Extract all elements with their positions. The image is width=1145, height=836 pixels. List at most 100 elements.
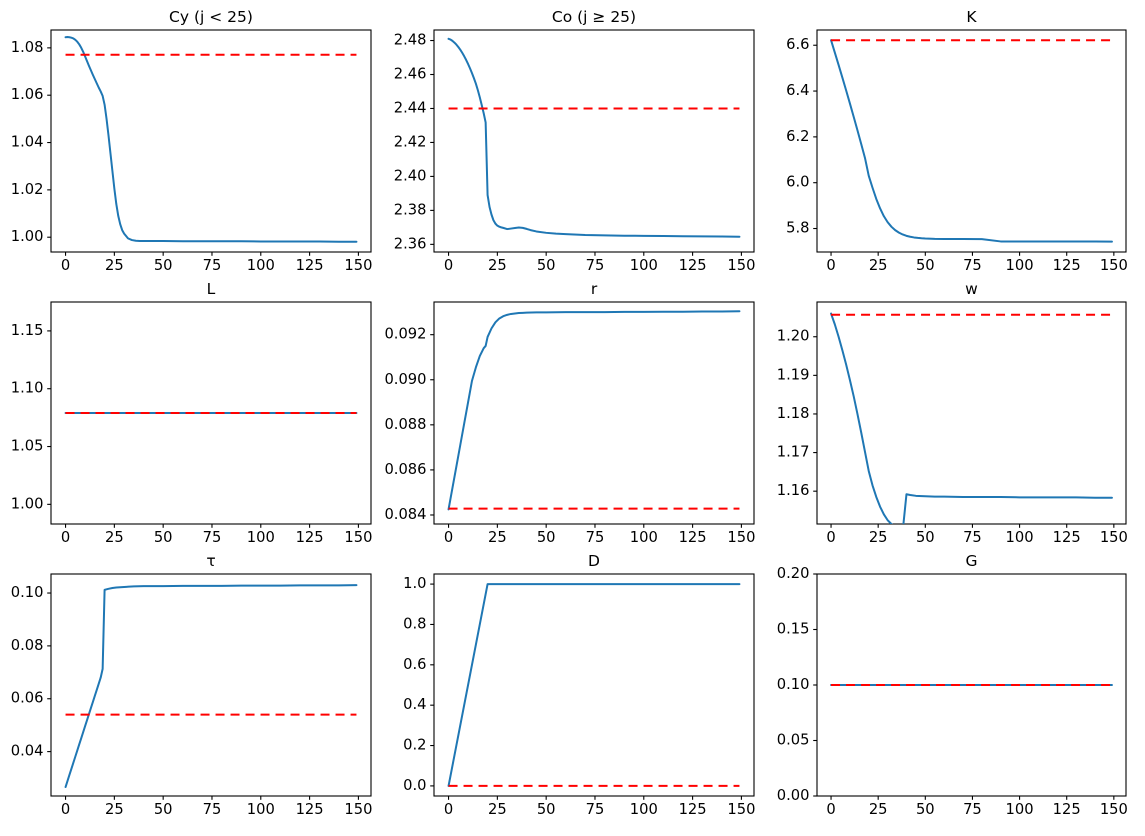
x-tick-label: 0 [826, 257, 835, 274]
y-tick-label: 5.8 [786, 220, 809, 237]
x-tick-label: 100 [247, 257, 275, 274]
x-tick-label: 75 [586, 257, 605, 274]
y-tick-label: 1.15 [11, 322, 44, 339]
x-tick-label: 0 [826, 801, 835, 818]
x-tick-label: 50 [537, 257, 556, 274]
x-tick-label: 50 [154, 801, 173, 818]
x-tick-label: 0 [444, 257, 453, 274]
y-tick-label: 0.20 [777, 565, 810, 582]
y-tick-label: 0.2 [403, 737, 426, 754]
x-tick-label: 125 [1053, 529, 1081, 546]
x-tick-label: 125 [679, 529, 707, 546]
y-tick-label: 2.36 [394, 235, 427, 252]
y-tick-label: 0.088 [384, 416, 426, 433]
subplot-5: r 0 25 50 75 100 125 150 0.084 0.086 0.088 0.090 0.0… [383, 276, 764, 558]
x-tick-label: 150 [727, 257, 755, 274]
transition-path [830, 39, 1113, 243]
x-tick-label: 150 [344, 801, 372, 818]
axes-frame [816, 301, 1127, 525]
x-tick-label: 150 [344, 257, 372, 274]
axes-frame [433, 301, 755, 525]
axes-frame [433, 573, 755, 797]
x-tick-label: 50 [916, 529, 935, 546]
axes-frame [50, 573, 372, 797]
subplot-title: G [965, 552, 977, 570]
y-tick-label: 6.4 [786, 82, 809, 99]
x-tick-label: 75 [203, 257, 222, 274]
x-tick-label: 25 [488, 801, 507, 818]
x-tick-label: 25 [488, 257, 507, 274]
y-tick-label: 1.19 [777, 366, 810, 383]
x-tick-label: 100 [630, 257, 658, 274]
transition-path [447, 583, 741, 787]
y-tick-label: 0.8 [403, 615, 426, 632]
subplot-2: Co (j ≥ 25) 0 25 50 75 100 125 150 2.36 2.38 2.40 2… [383, 4, 764, 286]
x-tick-label: 75 [963, 529, 982, 546]
transition-path [830, 312, 1113, 524]
y-tick-label: 1.18 [777, 405, 810, 422]
transition-path [447, 37, 741, 238]
x-tick-label: 25 [869, 529, 888, 546]
x-tick-label: 25 [105, 529, 124, 546]
subplot-1: Cy (j < 25) 0 25 50 75 100 125 150 1.00 1.02 1.04 1… [0, 4, 381, 286]
x-tick-label: 100 [247, 801, 275, 818]
subplot-title: D [588, 552, 600, 570]
subplot-3: K 0 25 50 75 100 125 150 5.8 6.0 6.2 6.4 6.6 [766, 4, 1136, 286]
x-tick-label: 100 [1006, 257, 1034, 274]
x-tick-label: 0 [444, 801, 453, 818]
subplot-title: w [965, 280, 978, 298]
x-tick-label: 75 [963, 257, 982, 274]
y-tick-label: 0.4 [403, 696, 426, 713]
y-tick-label: 0.04 [11, 743, 44, 760]
y-tick-label: 0.00 [777, 787, 810, 804]
x-tick-label: 125 [1053, 801, 1081, 818]
axes-frame [433, 29, 755, 253]
subplot-4: L 0 25 50 75 100 125 150 1.00 1.05 1.10 1.15 [0, 276, 381, 558]
y-tick-label: 0.090 [384, 371, 426, 388]
y-tick-label: 1.06 [11, 86, 44, 103]
x-tick-label: 50 [154, 257, 173, 274]
y-tick-label: 0.08 [11, 637, 44, 654]
x-tick-label: 125 [679, 257, 707, 274]
y-tick-label: 2.40 [394, 167, 427, 184]
y-tick-label: 1.0 [403, 575, 426, 592]
x-tick-label: 50 [154, 529, 173, 546]
x-tick-label: 25 [105, 801, 124, 818]
x-tick-label: 125 [296, 529, 324, 546]
x-tick-label: 0 [826, 529, 835, 546]
transition-path [447, 310, 741, 511]
y-tick-label: 0.06 [11, 690, 44, 707]
y-tick-label: 0.15 [777, 621, 810, 638]
y-tick-label: 2.44 [394, 99, 427, 116]
axes-frame [50, 29, 372, 253]
x-tick-label: 50 [537, 801, 556, 818]
y-tick-label: 0.086 [384, 461, 426, 478]
subplot-title: L [207, 280, 216, 298]
subplot-title: Co (j ≥ 25) [552, 8, 636, 26]
y-tick-label: 0.092 [384, 326, 426, 343]
subplot-9: G 0 25 50 75 100 125 150 0.00 0.05 0.10 0.15 0.20 [766, 548, 1136, 830]
y-tick-label: 1.04 [11, 134, 44, 151]
x-tick-label: 125 [1053, 257, 1081, 274]
y-tick-label: 0.05 [777, 732, 810, 749]
axes-frame [816, 29, 1127, 253]
x-tick-label: 0 [61, 529, 70, 546]
y-tick-label: 2.48 [394, 32, 427, 49]
subplot-title: K [966, 8, 977, 26]
x-tick-label: 100 [247, 529, 275, 546]
x-tick-label: 25 [105, 257, 124, 274]
subplot-title: τ [206, 552, 215, 570]
x-tick-label: 150 [727, 529, 755, 546]
x-tick-label: 50 [537, 529, 556, 546]
subplot-title: r [591, 280, 598, 298]
x-tick-label: 125 [296, 257, 324, 274]
x-tick-label: 150 [1100, 257, 1128, 274]
x-tick-label: 150 [1100, 529, 1128, 546]
x-tick-label: 25 [488, 529, 507, 546]
x-tick-label: 100 [1006, 801, 1034, 818]
x-tick-label: 0 [61, 257, 70, 274]
subplot-6: w 0 25 50 75 100 125 150 1.16 1.17 1.18 1.19 1.20 [766, 276, 1136, 558]
x-tick-label: 0 [61, 801, 70, 818]
y-tick-label: 1.05 [11, 438, 44, 455]
